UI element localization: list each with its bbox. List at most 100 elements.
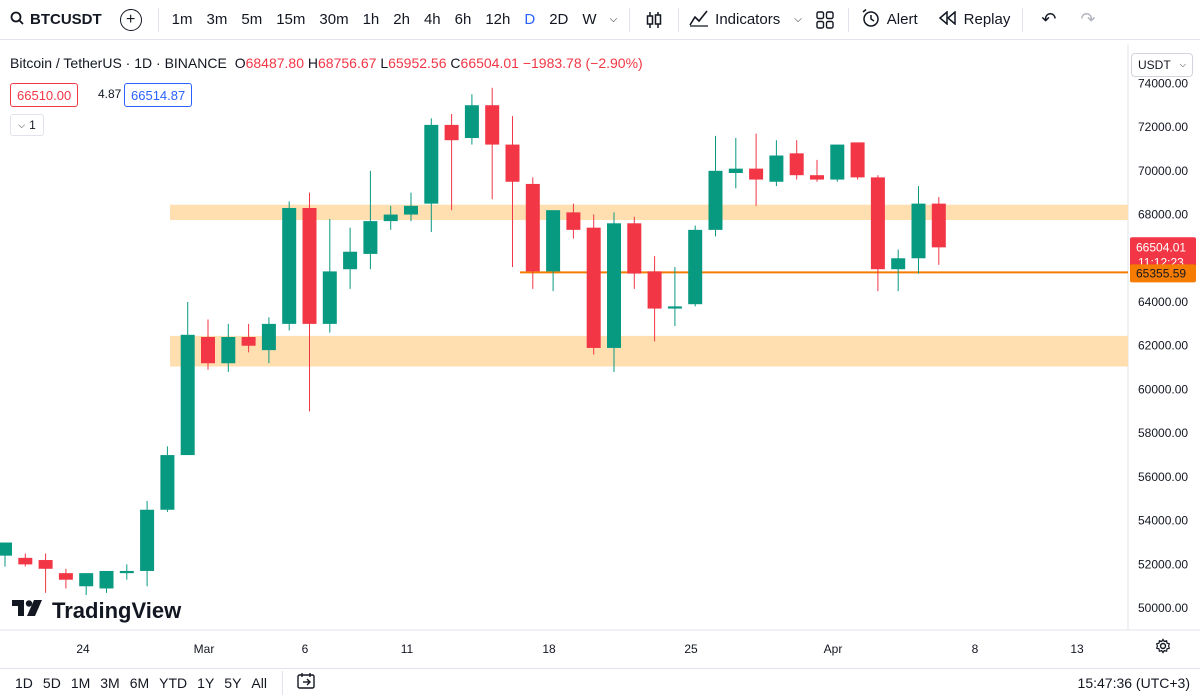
alert-button[interactable]: Alert <box>855 0 918 40</box>
legend-open: 68487.80 <box>245 55 304 71</box>
chart-legend: Bitcoin / TetherUS · 1D · BINANCE O68487… <box>10 55 643 71</box>
timeframe-12h[interactable]: 12h <box>485 11 511 28</box>
candle-body <box>810 175 824 180</box>
bottom-toolbar: 1D 5D 1M 3M 6M YTD 1Y 5Y All 15:47:36 (UTC+3) <box>0 668 1200 696</box>
legend-close: 66504.01 <box>460 55 519 71</box>
candle-body <box>99 570 114 589</box>
price-tick-label: 60000.00 <box>1138 382 1188 396</box>
indicators-collapse-button[interactable]: ⌵ 1 <box>10 114 44 136</box>
candle-type-icon[interactable] <box>636 0 672 40</box>
range-1y[interactable]: 1Y <box>197 674 215 691</box>
range-1m[interactable]: 1M <box>70 674 91 691</box>
candle-body <box>119 570 134 574</box>
redo-icon[interactable]: ↷ <box>1080 9 1096 29</box>
indicators-dropdown-icon[interactable]: ⌵ <box>794 14 802 25</box>
timeframe-3m[interactable]: 3m <box>206 11 228 28</box>
candle-body <box>485 105 500 145</box>
toolbar-divider <box>281 670 283 695</box>
timeframe-group: 1m 3m 5m 15m 30m 1h 2h 4h 6h 12h D 2D W <box>165 0 604 40</box>
replay-label: Replay <box>963 11 1011 28</box>
candle-body <box>769 155 784 182</box>
price-tick-label: 52000.00 <box>1138 557 1188 571</box>
candle-body <box>58 573 73 580</box>
timeframe-30m[interactable]: 30m <box>319 11 349 28</box>
range-1d[interactable]: 1D <box>15 674 33 691</box>
timeframe-1m[interactable]: 1m <box>171 11 193 28</box>
time-axis[interactable]: 24 Mar 6 11 18 25 Apr 8 13 <box>76 642 1084 656</box>
candle-body <box>546 210 561 272</box>
undo-icon[interactable]: ↶ <box>1041 9 1057 29</box>
timeframe-15m[interactable]: 15m <box>276 11 306 28</box>
last-price-tag-value: 66504.01 <box>1136 240 1186 254</box>
date-tick-label: 8 <box>972 642 979 656</box>
tradingview-logo-icon <box>12 598 46 624</box>
legend-high-label: H <box>307 55 319 71</box>
indicators-button[interactable]: Indicators <box>685 0 780 40</box>
candle-body <box>201 337 215 364</box>
sell-price-button[interactable]: 66510.00 <box>10 83 79 107</box>
timeframe-1h[interactable]: 1h <box>362 11 380 28</box>
currency-selector[interactable]: USDT ⌵ <box>1131 53 1193 77</box>
toolbar-divider <box>157 7 159 32</box>
candle-body <box>140 509 155 571</box>
date-tick-label: 13 <box>1070 642 1084 656</box>
legend-close-label: C <box>450 55 461 71</box>
candle-body <box>830 144 845 180</box>
date-tick-label: 25 <box>684 642 698 656</box>
candle-body <box>789 153 804 176</box>
date-tick-label: 18 <box>542 642 556 656</box>
price-tick-label: 58000.00 <box>1138 426 1188 440</box>
settings-gear-icon[interactable] <box>1155 638 1171 659</box>
range-all[interactable]: All <box>251 674 267 691</box>
range-5d[interactable]: 5D <box>42 674 61 691</box>
chart-canvas[interactable]: 74000.0072000.0070000.0068000.0066000.00… <box>0 0 1200 668</box>
line-price-tag <box>1130 264 1196 283</box>
candle-body <box>728 168 743 174</box>
candle-body <box>566 212 581 230</box>
range-5y[interactable]: 5Y <box>224 674 242 691</box>
candle-body <box>18 557 33 565</box>
timeframe-d[interactable]: D <box>524 11 536 28</box>
timeframe-4h[interactable]: 4h <box>423 11 441 28</box>
date-tick-label: Apr <box>824 642 843 656</box>
candle-body <box>302 207 317 324</box>
range-ytd[interactable]: YTD <box>159 674 188 691</box>
timeframe-2h[interactable]: 2h <box>393 11 410 28</box>
buy-price-button[interactable]: 66514.87 <box>124 83 193 107</box>
legend-change: −1983.78 (−2.90%) <box>522 55 643 71</box>
legend-title[interactable]: Bitcoin / TetherUS · 1D · BINANCE <box>10 55 227 71</box>
timeframe-6h[interactable]: 6h <box>454 11 472 28</box>
candle-body <box>424 124 439 204</box>
candle-body <box>0 542 12 556</box>
line-price-tag-value: 65355.59 <box>1136 266 1186 280</box>
goto-date-icon[interactable] <box>289 672 325 693</box>
legend-high: 68756.67 <box>318 55 377 71</box>
replay-button[interactable]: Replay <box>918 0 1011 40</box>
clock-display[interactable]: 15:47:36 (UTC+3) <box>1077 674 1190 691</box>
toolbar-divider <box>629 7 631 32</box>
compare-plus-icon[interactable]: + <box>119 8 142 31</box>
price-tick-label: 62000.00 <box>1138 339 1188 353</box>
candle-body <box>221 337 236 364</box>
candle-body <box>627 223 642 274</box>
timeframe-5m[interactable]: 5m <box>241 11 263 28</box>
chevron-down-icon: ⌵ <box>18 119 26 130</box>
price-tick-label: 68000.00 <box>1138 208 1188 222</box>
price-axis[interactable]: 74000.0072000.0070000.0068000.0066000.00… <box>1138 76 1188 615</box>
range-6m[interactable]: 6M <box>129 674 150 691</box>
candle-body <box>404 205 418 215</box>
tradingview-logo-text: TradingView <box>52 598 182 623</box>
candle-body <box>850 142 865 178</box>
layout-grid-icon[interactable] <box>808 0 842 40</box>
candle-body <box>525 183 540 272</box>
date-tick-label: Mar <box>194 642 215 656</box>
timeframe-w[interactable]: W <box>582 11 597 28</box>
range-3m[interactable]: 3M <box>100 674 120 691</box>
search-icon <box>10 11 24 29</box>
candle-body <box>322 271 337 324</box>
candle-body <box>870 177 885 270</box>
timeframe-2d[interactable]: 2D <box>549 11 569 28</box>
tradingview-logo[interactable]: TradingView <box>12 598 181 624</box>
symbol-search[interactable]: BTCUSDT <box>0 0 110 40</box>
timeframe-dropdown-icon[interactable]: ⌵ <box>609 14 618 25</box>
